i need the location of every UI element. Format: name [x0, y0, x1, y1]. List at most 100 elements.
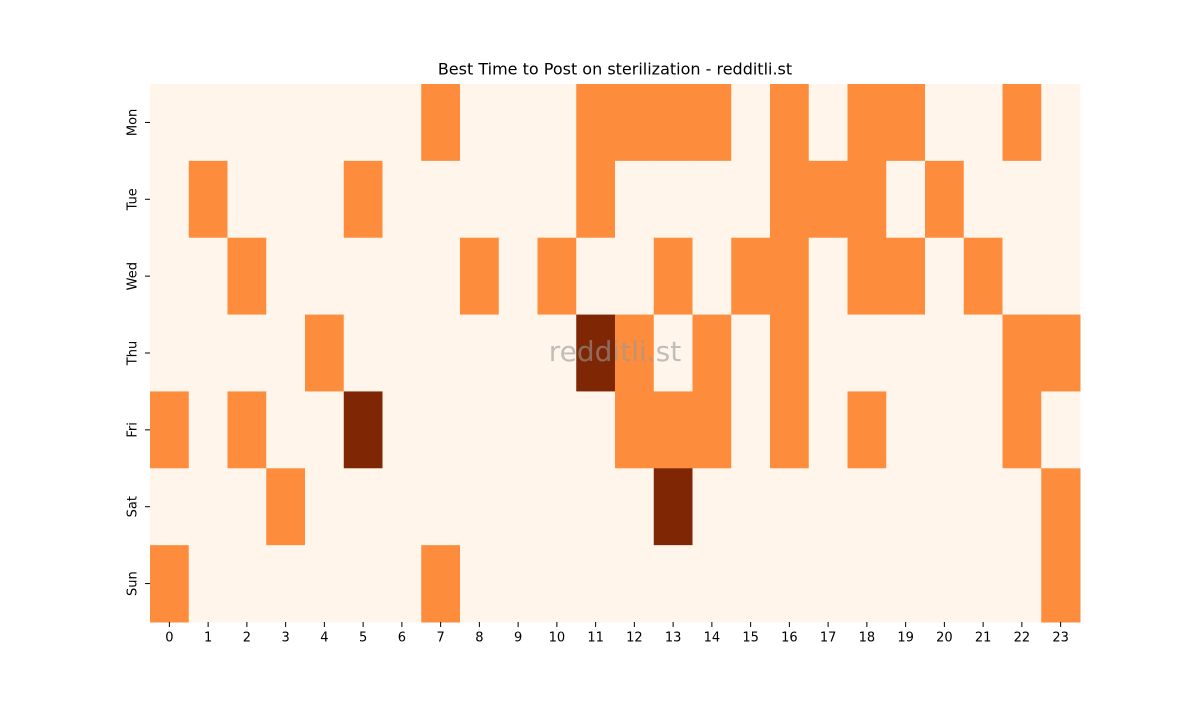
cell	[847, 468, 887, 546]
cell	[305, 468, 345, 546]
cell	[808, 545, 848, 623]
cell	[692, 237, 732, 316]
cell	[382, 84, 422, 162]
cell	[692, 314, 732, 392]
y-tick-label: Sat	[126, 496, 141, 517]
cell	[382, 545, 422, 623]
x-tick-label: 9	[514, 631, 522, 646]
x-tick-label: 1	[204, 631, 212, 646]
cell	[382, 237, 422, 316]
cell	[770, 545, 810, 623]
x-tick-label: 19	[897, 631, 914, 646]
cell	[498, 160, 538, 239]
cell	[653, 237, 693, 316]
cell	[150, 391, 190, 469]
cell	[925, 468, 965, 546]
x-tick-label: 14	[704, 631, 721, 646]
cell	[576, 468, 616, 546]
cell	[537, 314, 577, 392]
cell	[770, 391, 810, 469]
cell	[150, 314, 190, 392]
cell	[460, 237, 500, 316]
cell	[886, 237, 926, 316]
cell	[808, 237, 848, 316]
cell	[382, 468, 422, 546]
cell	[1041, 160, 1081, 239]
cell	[925, 160, 965, 239]
x-tick-label: 12	[626, 631, 643, 646]
cell	[925, 545, 965, 623]
cell	[653, 468, 693, 546]
cell	[150, 160, 190, 239]
cell	[576, 237, 616, 316]
y-tick-label: Mon	[126, 109, 141, 136]
y-tick-label: Sun	[126, 571, 141, 596]
cell	[1002, 391, 1042, 469]
cell	[498, 237, 538, 316]
cell	[847, 391, 887, 469]
x-tick-label: 20	[936, 631, 953, 646]
cell	[537, 84, 577, 162]
cell	[227, 314, 267, 392]
cell	[1002, 84, 1042, 162]
cell	[305, 160, 345, 239]
cell	[343, 237, 383, 316]
cell	[886, 84, 926, 162]
cell	[576, 545, 616, 623]
cell	[1002, 314, 1042, 392]
cell	[343, 468, 383, 546]
cell	[266, 545, 306, 623]
cell	[770, 160, 810, 239]
cell	[343, 545, 383, 623]
cell	[808, 84, 848, 162]
cell	[537, 468, 577, 546]
cell	[188, 237, 228, 316]
cell	[692, 160, 732, 239]
cell	[963, 391, 1003, 469]
cell	[266, 391, 306, 469]
cell	[847, 545, 887, 623]
cell	[421, 160, 461, 239]
cell	[460, 314, 500, 392]
cell	[188, 545, 228, 623]
cell	[188, 84, 228, 162]
cell	[770, 468, 810, 546]
cell	[925, 314, 965, 392]
cell	[305, 391, 345, 469]
cell	[847, 237, 887, 316]
cell	[227, 237, 267, 316]
cell	[498, 468, 538, 546]
cell	[227, 545, 267, 623]
cell	[615, 468, 655, 546]
cell	[343, 160, 383, 239]
cell	[305, 314, 345, 392]
cell	[537, 237, 577, 316]
cell	[615, 237, 655, 316]
cell	[1002, 545, 1042, 623]
cell	[421, 545, 461, 623]
cell	[692, 545, 732, 623]
cell	[421, 314, 461, 392]
cell	[692, 84, 732, 162]
cell	[731, 468, 771, 546]
cell	[1041, 545, 1081, 623]
cell	[925, 237, 965, 316]
cell	[343, 314, 383, 392]
x-tick-label: 16	[781, 631, 798, 646]
cell	[963, 468, 1003, 546]
cell	[731, 237, 771, 316]
cell	[1041, 314, 1081, 392]
cell	[188, 314, 228, 392]
cell	[537, 391, 577, 469]
cell	[1041, 84, 1081, 162]
cell	[886, 545, 926, 623]
cell	[808, 314, 848, 392]
cell	[537, 160, 577, 239]
cell	[305, 237, 345, 316]
cell	[653, 84, 693, 162]
x-tick-label: 11	[587, 631, 604, 646]
x-tick-label: 10	[549, 631, 566, 646]
cell	[770, 237, 810, 316]
cell	[150, 468, 190, 546]
